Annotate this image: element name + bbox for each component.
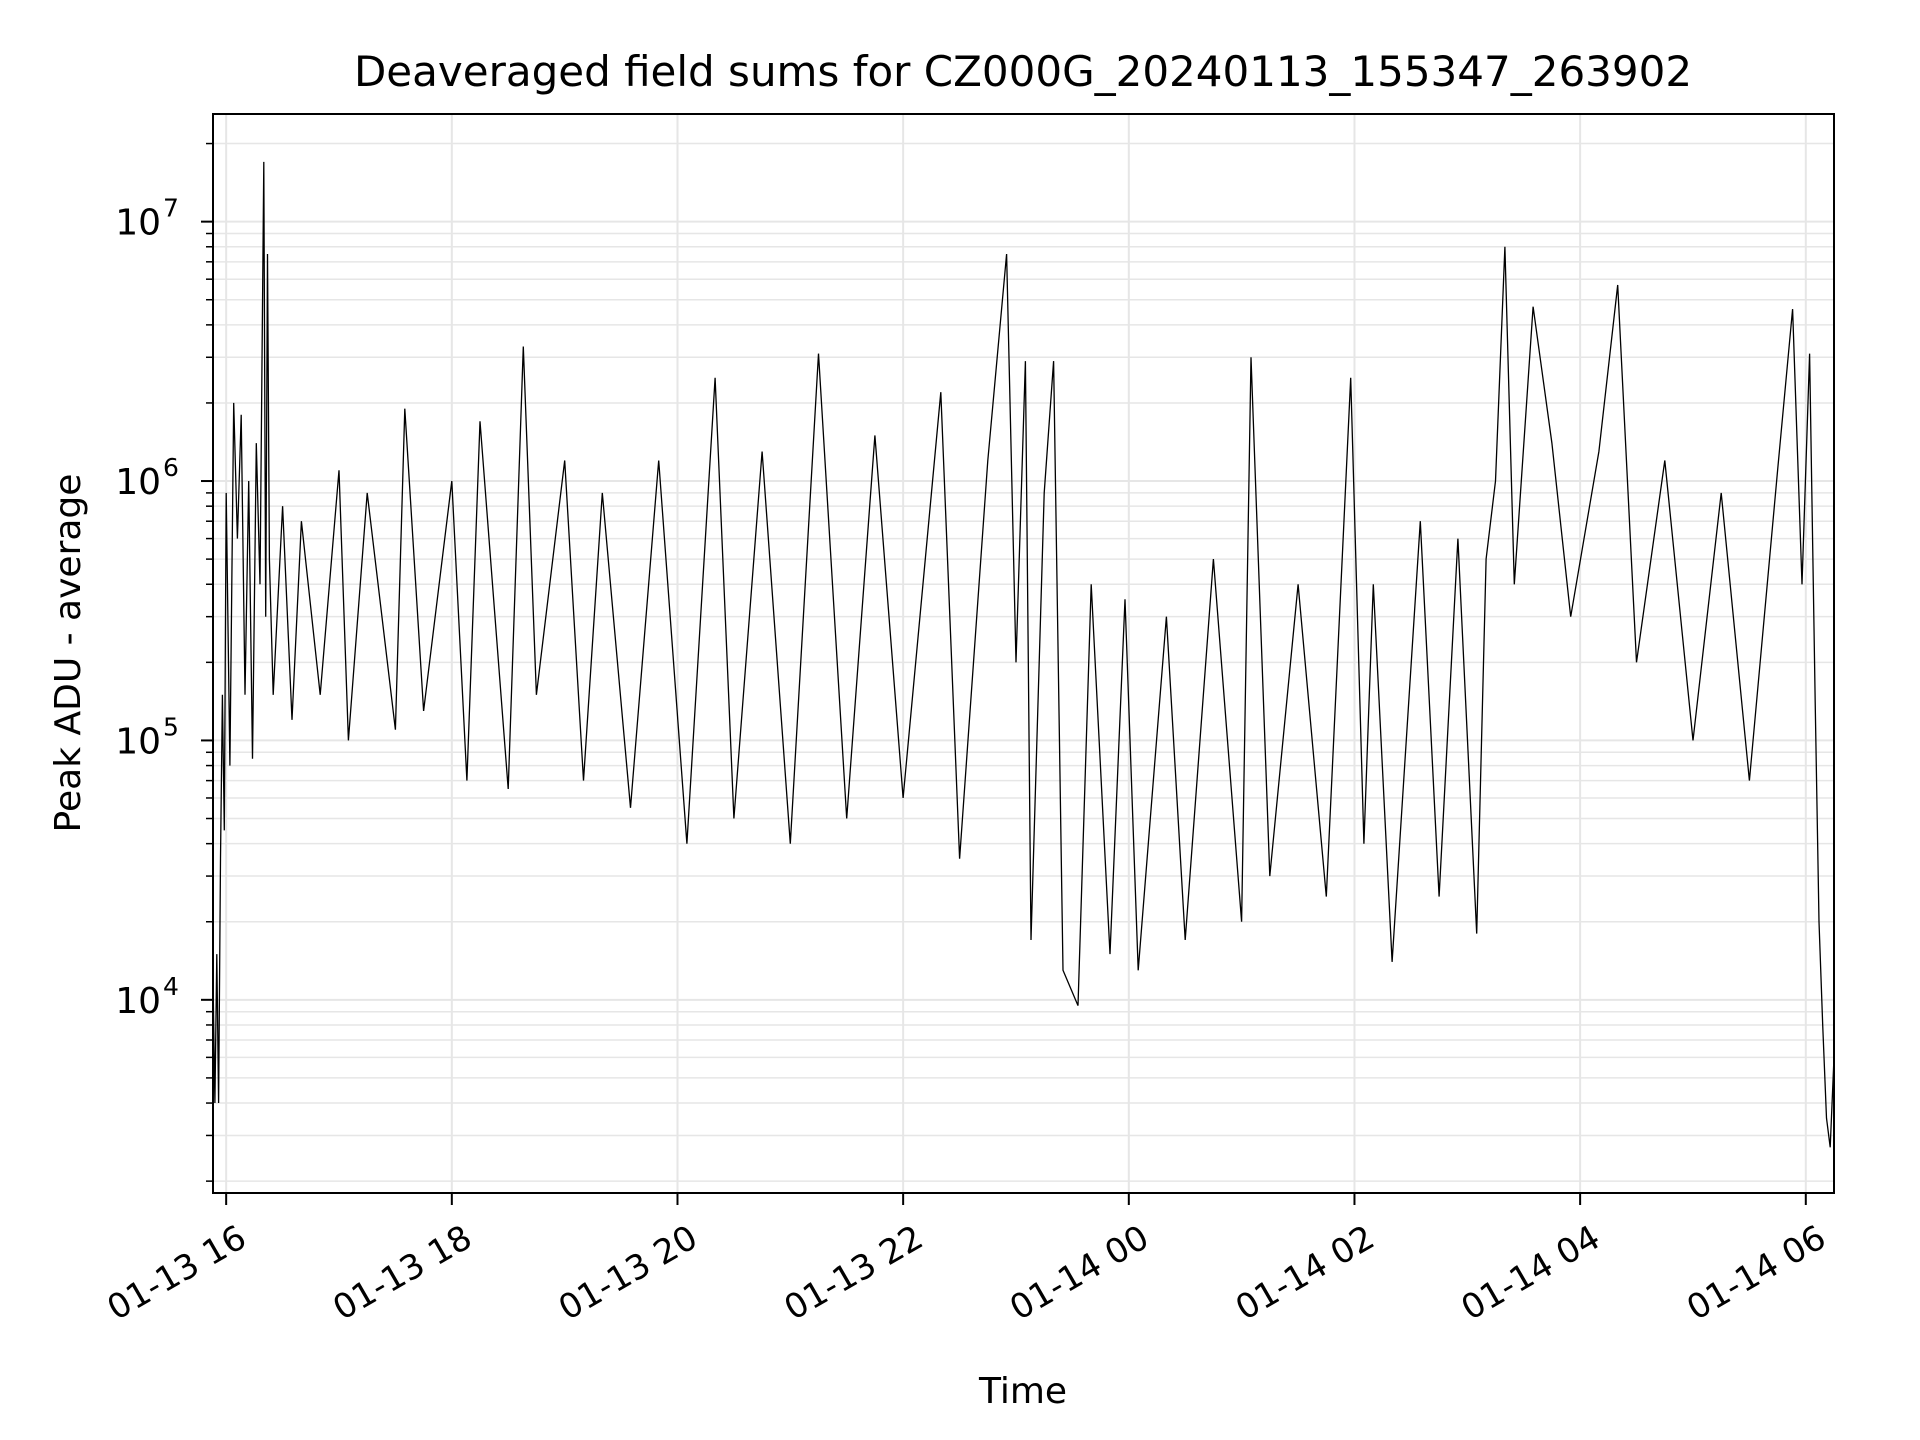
y-tick-label: 10 [115, 462, 161, 503]
y-tick-label: 10 [115, 721, 161, 762]
grid [213, 114, 1834, 1193]
y-tick-label-exponent: 7 [163, 194, 179, 223]
x-axis-label: Time [978, 1371, 1067, 1412]
y-tick-label-exponent: 4 [163, 972, 179, 1001]
y-tick-label: 10 [115, 203, 161, 244]
y-tick-label-exponent: 5 [163, 712, 179, 741]
plot-frame [212, 113, 1835, 1194]
series-line [212, 161, 1835, 1148]
chart-title: Deaveraged field sums for CZ000G_2024011… [354, 47, 1692, 96]
y-tick-label: 10 [115, 981, 161, 1022]
y-axis-label: Peak ADU - average [48, 474, 89, 833]
series-layer [212, 161, 1835, 1148]
y-tick-label-exponent: 6 [163, 453, 179, 482]
